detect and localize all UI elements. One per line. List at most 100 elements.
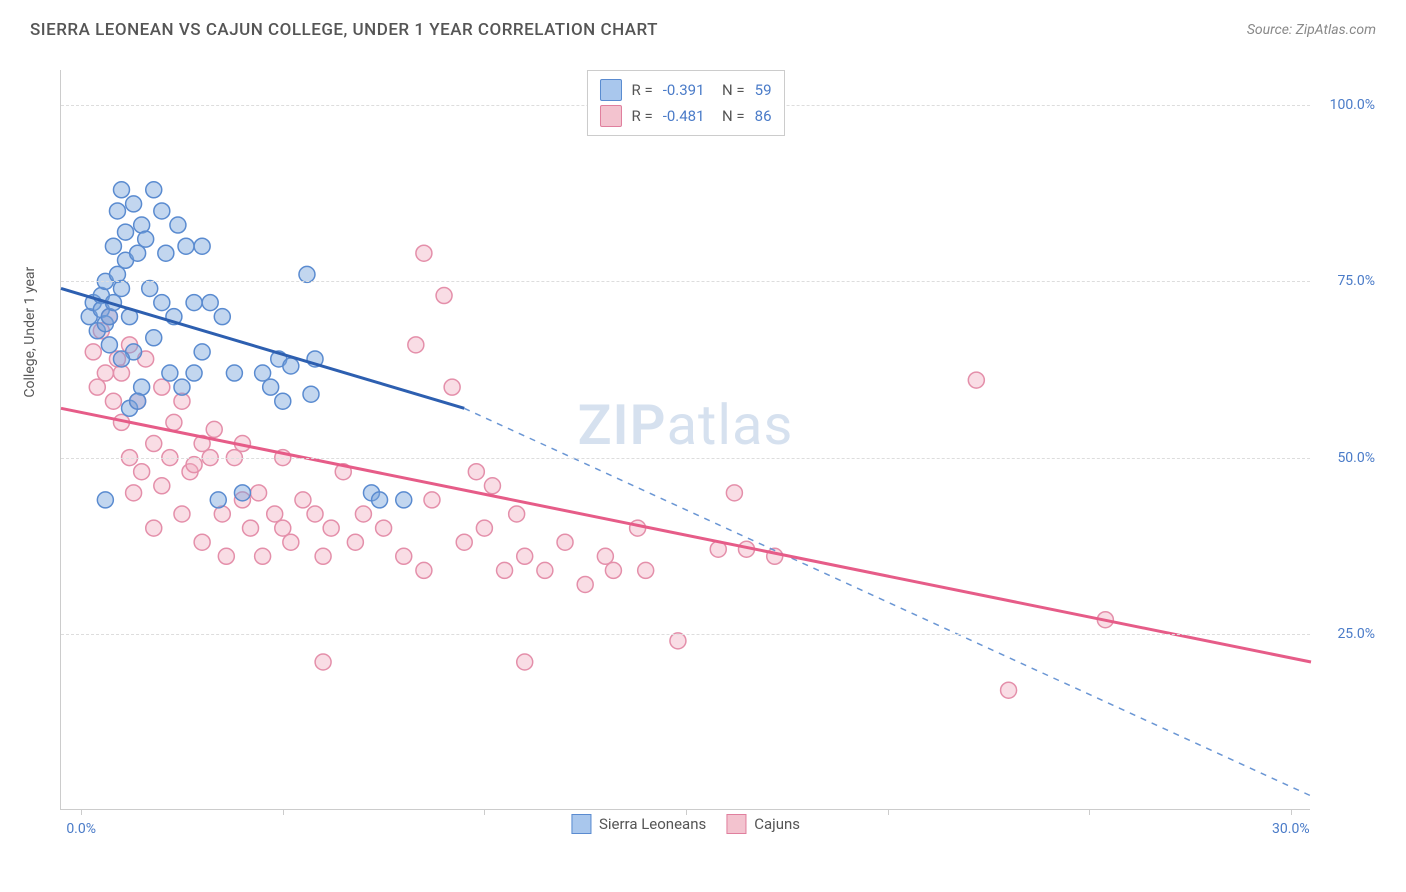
x-tick xyxy=(484,809,485,815)
sierra-leonean-point xyxy=(255,365,271,381)
cajun-point xyxy=(355,506,371,522)
sierra-leonean-point xyxy=(178,238,194,254)
sierra-leonean-point xyxy=(146,330,162,346)
x-tick xyxy=(283,809,284,815)
sierra-leonean-point xyxy=(138,231,154,247)
gridline xyxy=(61,458,1310,459)
cajun-point xyxy=(105,393,121,409)
cajun-point xyxy=(218,548,234,564)
cajun-point xyxy=(194,534,210,550)
legend-label: Cajuns xyxy=(754,815,800,833)
y-tick-label: 25.0% xyxy=(1320,626,1375,642)
cajun-point xyxy=(509,506,525,522)
cajun-point xyxy=(597,548,613,564)
legend-r-value: -0.481 xyxy=(663,107,705,125)
cajun-point xyxy=(186,457,202,473)
cajun-point xyxy=(630,520,646,536)
cajun-point xyxy=(154,478,170,494)
legend-swatch xyxy=(599,79,621,101)
x-tick xyxy=(81,809,82,815)
cajun-point xyxy=(444,379,460,395)
sierra-leonean-point xyxy=(186,365,202,381)
sierra-leonean-point xyxy=(202,295,218,311)
legend-row: R = -0.481 N = 86 xyxy=(599,103,771,129)
cajun-point xyxy=(396,548,412,564)
cajun-point xyxy=(726,485,742,501)
x-tick-label: 30.0% xyxy=(1272,821,1310,837)
sierra-leonean-point xyxy=(194,344,210,360)
sierra-leonean-point xyxy=(130,245,146,261)
legend-n-value: 86 xyxy=(755,107,772,125)
cajun-point xyxy=(85,344,101,360)
sierra-leonean-point xyxy=(105,238,121,254)
sierra-leonean-point xyxy=(142,280,158,296)
cajun-point xyxy=(267,506,283,522)
sierra-leonean-point xyxy=(214,309,230,325)
legend-series: Sierra Leoneans Cajuns xyxy=(571,814,800,834)
cajun-point xyxy=(255,548,271,564)
chart-title: SIERRA LEONEAN VS CAJUN COLLEGE, UNDER 1… xyxy=(30,20,658,40)
sierra-leonean-point xyxy=(126,196,142,212)
cajun-point xyxy=(638,562,654,578)
sierra-leonean-point xyxy=(170,217,186,233)
sierra-leonean-point xyxy=(275,393,291,409)
cajun-point xyxy=(416,562,432,578)
sierra-leonean-point xyxy=(194,238,210,254)
y-tick-label: 75.0% xyxy=(1320,273,1375,289)
cajun-point xyxy=(537,562,553,578)
cajun-point xyxy=(408,337,424,353)
legend-n-value: 59 xyxy=(755,81,772,99)
cajun-point xyxy=(206,421,222,437)
cajun-point xyxy=(436,288,452,304)
plot-svg xyxy=(61,70,1310,809)
cajun-point xyxy=(146,436,162,452)
cajun-point xyxy=(517,548,533,564)
legend-swatch xyxy=(571,814,591,834)
legend-swatch xyxy=(726,814,746,834)
sierra-leonean-point xyxy=(396,492,412,508)
legend-n-label: N = xyxy=(715,81,745,99)
sierra-leonean-point xyxy=(130,393,146,409)
cajun-point xyxy=(97,365,113,381)
source-attribution: Source: ZipAtlas.com xyxy=(1247,22,1376,38)
x-tick xyxy=(888,809,889,815)
cajun-point xyxy=(670,633,686,649)
legend-swatch xyxy=(599,105,621,127)
sierra-leonean-point xyxy=(372,492,388,508)
x-tick xyxy=(686,809,687,815)
cajun-point xyxy=(497,562,513,578)
sierra-leonean-point xyxy=(97,492,113,508)
sierra-leonean-point xyxy=(154,203,170,219)
cajun-point xyxy=(468,464,484,480)
sierra-leonean-point xyxy=(113,351,129,367)
cajun-point xyxy=(456,534,472,550)
legend-r-label: R = xyxy=(631,107,652,125)
cajun-point xyxy=(315,654,331,670)
cajun-point xyxy=(484,478,500,494)
x-tick xyxy=(1089,809,1090,815)
cajun-point xyxy=(251,485,267,501)
cajun-point xyxy=(275,520,291,536)
y-tick-label: 100.0% xyxy=(1320,97,1375,113)
legend-label: Sierra Leoneans xyxy=(599,815,706,833)
cajun-point xyxy=(577,576,593,592)
sierra-leonean-point xyxy=(113,280,129,296)
gridline xyxy=(61,281,1310,282)
plot-area: ZIPatlas R = -0.391 N = 59R = -0.481 N =… xyxy=(60,70,1310,810)
cajun-point xyxy=(347,534,363,550)
chart-container: College, Under 1 year ZIPatlas R = -0.39… xyxy=(50,60,1380,850)
sierra-leonean-point xyxy=(101,337,117,353)
legend-item: Cajuns xyxy=(726,814,800,834)
sierra-leonean-point xyxy=(234,485,250,501)
cajun-point xyxy=(126,485,142,501)
legend-item: Sierra Leoneans xyxy=(571,814,706,834)
gridline xyxy=(61,634,1310,635)
cajun-point xyxy=(968,372,984,388)
y-tick-label: 50.0% xyxy=(1320,450,1375,466)
x-tick xyxy=(1291,809,1292,815)
sierra-leonean-point xyxy=(146,182,162,198)
cajun-point xyxy=(1001,682,1017,698)
cajun-point xyxy=(323,520,339,536)
legend-correlation: R = -0.391 N = 59R = -0.481 N = 86 xyxy=(586,70,784,136)
cajun-point xyxy=(295,492,311,508)
